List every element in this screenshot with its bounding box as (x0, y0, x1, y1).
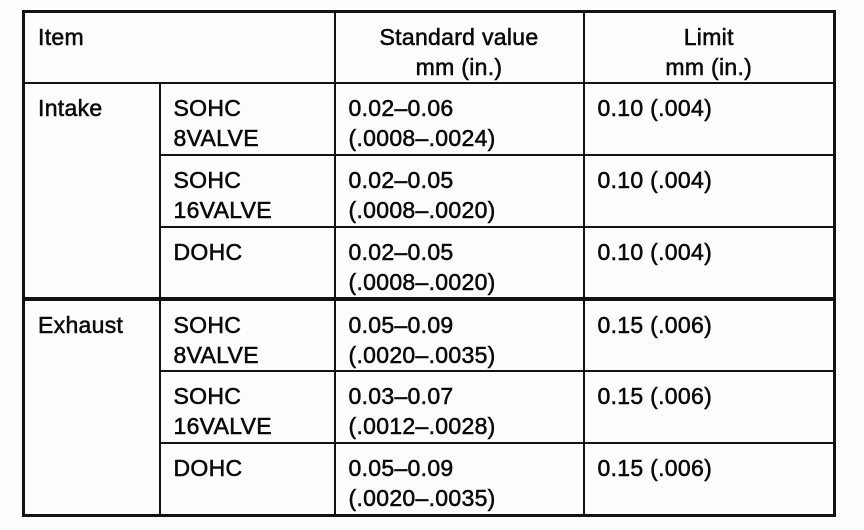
limit-cell: 0.15 (.006) (582, 442, 836, 516)
engine-type-line1: SOHC (173, 95, 242, 122)
item-cell-exhaust: Exhaust (22, 297, 161, 516)
header-standard-value: Standard value mm (in.) (333, 10, 585, 84)
standard-value-mm: 0.05–0.09 (348, 455, 454, 482)
engine-type-cell: DOHC (158, 442, 336, 516)
engine-type-line2: 8VALVE (173, 125, 259, 152)
header-limit: Limit mm (in.) (582, 10, 836, 84)
header-limit-label: Limit (683, 24, 734, 51)
standard-value-in: (.0020–.0035) (348, 485, 496, 512)
limit-cell: 0.10 (.004) (582, 154, 836, 228)
standard-value-mm: 0.05–0.09 (348, 312, 454, 339)
standard-value-cell: 0.05–0.09 (.0020–.0035) (333, 442, 585, 516)
limit-cell: 0.10 (.004) (582, 226, 836, 300)
standard-value-cell: 0.02–0.05 (.0008–.0020) (333, 154, 585, 228)
engine-type-line2: 8VALVE (173, 342, 259, 369)
standard-value-mm: 0.02–0.05 (348, 239, 454, 266)
item-cell-intake: Intake (22, 82, 161, 300)
standard-value-in: (.0008–.0024) (348, 125, 496, 152)
standard-value-in: (.0008–.0020) (348, 197, 496, 224)
standard-value-in: (.0008–.0020) (348, 269, 496, 296)
standard-value-cell: 0.05–0.09 (.0020–.0035) (333, 297, 585, 372)
standard-value-mm: 0.02–0.06 (348, 95, 454, 122)
engine-type-cell: SOHC 8VALVE (158, 82, 336, 156)
engine-type-line2: 16VALVE (173, 197, 272, 224)
valve-clearance-spec-table: Item Standard value mm (in.) Limit mm (i… (22, 10, 836, 517)
header-standard-value-label: Standard value (379, 24, 539, 51)
table-row-exhaust-sohc-16valve: SOHC 16VALVE 0.03–0.07 (.0012–.0028) 0.1… (24, 370, 836, 444)
standard-value-in: (.0012–.0028) (348, 413, 496, 440)
limit-cell: 0.10 (.004) (582, 82, 836, 156)
engine-type-line1: SOHC (173, 312, 242, 339)
engine-type-line1: SOHC (173, 383, 242, 410)
table-row-intake-dohc: DOHC 0.02–0.05 (.0008–.0020) 0.10 (.004) (24, 226, 836, 300)
standard-value-cell: 0.03–0.07 (.0012–.0028) (333, 370, 585, 444)
standard-value-mm: 0.02–0.05 (348, 167, 454, 194)
header-limit-unit: mm (in.) (665, 54, 753, 81)
engine-type-line2: 16VALVE (173, 413, 272, 440)
table-row-intake-sohc-16valve: SOHC 16VALVE 0.02–0.05 (.0008–.0020) 0.1… (24, 154, 836, 228)
standard-value-in: (.0020–.0035) (348, 342, 496, 369)
header-standard-value-unit: mm (in.) (415, 54, 503, 81)
table-row-intake-sohc-8valve: Intake SOHC 8VALVE 0.02–0.06 (.0008–.002… (22, 82, 836, 300)
engine-type-cell: DOHC (158, 226, 336, 300)
table-row-exhaust-dohc: DOHC 0.05–0.09 (.0020–.0035) 0.15 (.006) (24, 442, 836, 516)
engine-type-line1: DOHC (173, 455, 243, 482)
standard-value-cell: 0.02–0.06 (.0008–.0024) (333, 82, 585, 156)
engine-type-line1: DOHC (173, 239, 243, 266)
limit-cell: 0.15 (.006) (582, 297, 836, 372)
engine-type-cell: SOHC 8VALVE (158, 297, 336, 372)
engine-type-cell: SOHC 16VALVE (158, 370, 336, 444)
standard-value-cell: 0.02–0.05 (.0008–.0020) (333, 226, 585, 300)
engine-type-cell: SOHC 16VALVE (158, 154, 336, 228)
standard-value-mm: 0.03–0.07 (348, 383, 454, 410)
table-header-row: Item Standard value mm (in.) Limit mm (i… (22, 10, 836, 84)
table-row-exhaust-sohc-8valve: Exhaust SOHC 8VALVE 0.05–0.09 (.0020–.00… (22, 297, 836, 516)
limit-cell: 0.15 (.006) (582, 370, 836, 444)
header-item-label: Item (38, 24, 84, 51)
header-item: Item (22, 10, 336, 84)
engine-type-line1: SOHC (173, 167, 242, 194)
